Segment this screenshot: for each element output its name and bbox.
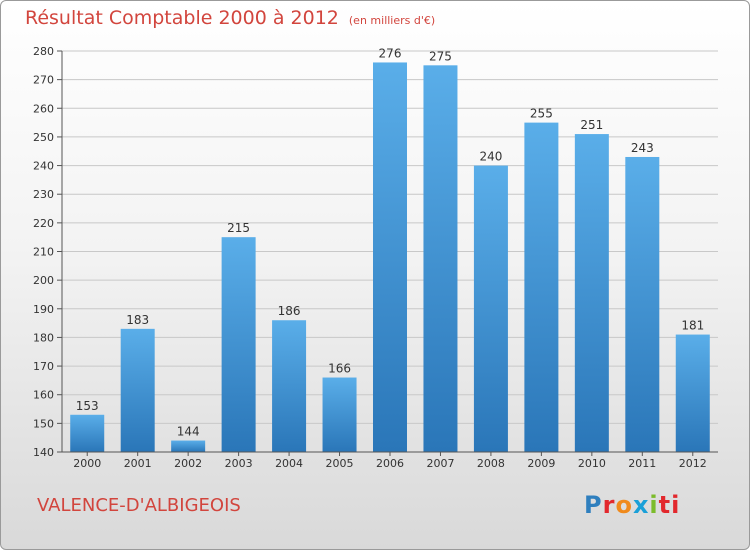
chart-title-text: Résultat Comptable 2000 à 2012	[25, 7, 339, 29]
y-tick-label: 190	[33, 303, 54, 316]
data-label: 144	[177, 425, 200, 439]
data-label: 181	[681, 319, 704, 333]
x-tick-label: 2002	[174, 457, 202, 470]
data-label: 166	[328, 362, 351, 376]
y-tick-label: 140	[33, 446, 54, 459]
y-tick-label: 270	[33, 74, 54, 87]
y-tick-label: 260	[33, 102, 54, 115]
x-tick-label: 2001	[124, 457, 152, 470]
bar	[574, 134, 609, 453]
data-label: 255	[530, 107, 553, 121]
y-tick-label: 180	[33, 331, 54, 344]
logo-letter: ti	[658, 491, 681, 519]
data-label: 183	[126, 313, 149, 327]
bar	[675, 334, 710, 452]
bar	[221, 237, 256, 452]
bar	[524, 122, 559, 452]
chart-title: Résultat Comptable 2000 à 2012 (en millie…	[25, 7, 435, 29]
x-tick-label: 2000	[73, 457, 101, 470]
bar	[625, 156, 660, 452]
data-label: 251	[580, 118, 603, 132]
data-label: 153	[76, 399, 99, 413]
y-tick-label: 150	[33, 417, 54, 430]
data-label: 243	[631, 141, 654, 155]
labels: 140 150 160 170 180 190 200 210 220 230 240 250 260 2…	[33, 45, 707, 470]
data-label: 275	[429, 49, 452, 63]
bar	[120, 328, 155, 452]
bar	[70, 414, 105, 452]
x-tick-label: 2008	[477, 457, 505, 470]
chart-unit: (en milliers d'€)	[348, 14, 436, 27]
x-tick-label: 2003	[225, 457, 253, 470]
data-label: 276	[379, 46, 402, 60]
x-tick-label: 2011	[628, 457, 656, 470]
x-tick-label: 2007	[426, 457, 454, 470]
bar	[272, 320, 307, 452]
logo-letter: i	[649, 491, 659, 519]
bar	[473, 165, 508, 453]
data-label: 240	[479, 150, 502, 164]
data-label: 186	[278, 304, 301, 318]
x-tick-label: 2009	[527, 457, 555, 470]
y-tick-label: 160	[33, 389, 54, 402]
bar	[322, 377, 357, 452]
logo-letter: P	[584, 491, 603, 519]
commune-name: VALENCE-D'ALBIGEOIS	[37, 495, 241, 516]
logo-letter: r	[602, 491, 616, 519]
x-tick-label: 2010	[578, 457, 606, 470]
y-tick-label: 240	[33, 160, 54, 173]
y-tick-label: 230	[33, 188, 54, 201]
proxiti-logo: Proxiti	[584, 491, 680, 519]
y-tick-label: 280	[33, 45, 54, 58]
data-label: 215	[227, 221, 250, 235]
bar	[373, 62, 407, 452]
x-tick-label: 2012	[679, 457, 707, 470]
logo-letter: x	[632, 491, 650, 519]
x-tick-label: 2004	[275, 457, 303, 470]
x-tick-label: 2005	[326, 457, 354, 470]
logo-letter: o	[615, 491, 633, 519]
bar	[171, 440, 206, 452]
y-tick-label: 170	[33, 360, 54, 373]
bars	[70, 62, 710, 453]
y-tick-label: 210	[33, 246, 54, 259]
axes	[57, 50, 718, 456]
y-tick-label: 220	[33, 217, 54, 230]
y-tick-label: 250	[33, 131, 54, 144]
bar	[423, 65, 458, 453]
y-tick-label: 200	[33, 274, 54, 287]
x-tick-label: 2006	[376, 457, 404, 470]
